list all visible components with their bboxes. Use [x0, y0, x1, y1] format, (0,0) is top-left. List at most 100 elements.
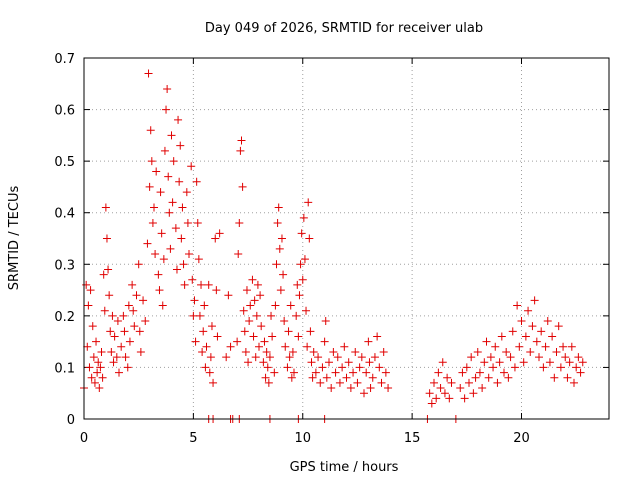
data-point [491, 342, 500, 351]
data-point [245, 317, 254, 326]
data-point [554, 322, 563, 331]
data-point [497, 332, 506, 341]
data-point [285, 353, 294, 362]
data-point [139, 296, 148, 305]
data-point [458, 368, 467, 377]
data-point [244, 358, 253, 367]
data-point [150, 203, 158, 212]
data-point [190, 296, 199, 305]
data-point [434, 368, 443, 377]
data-point [438, 358, 447, 367]
x-tick-label: 0 [80, 431, 88, 446]
data-point [105, 291, 114, 300]
data-point [513, 301, 522, 310]
data-point [469, 389, 478, 398]
data-point [106, 327, 115, 336]
data-point [259, 358, 268, 367]
data-point [524, 306, 533, 315]
data-point [543, 317, 552, 326]
data-point [147, 157, 156, 166]
data-point [292, 311, 301, 320]
data-point [381, 368, 390, 377]
data-point [340, 342, 349, 351]
data-point [130, 322, 139, 331]
data-point [123, 363, 132, 372]
y-tick-label: 0 [67, 413, 75, 428]
data-point [174, 115, 183, 124]
data-point [169, 157, 178, 166]
data-point [94, 358, 103, 367]
y-axis-label: SRMTID / TECUs [7, 186, 22, 291]
data-point [187, 162, 196, 171]
data-point [338, 363, 347, 372]
data-point [145, 182, 154, 191]
data-point [273, 219, 282, 228]
data-point [342, 373, 351, 382]
data-point [251, 353, 260, 362]
data-point [121, 353, 130, 362]
data-point [541, 342, 550, 351]
data-point [473, 347, 482, 356]
data-point [515, 342, 524, 351]
data-point [113, 317, 122, 326]
data-point [296, 260, 305, 269]
data-point [82, 280, 91, 289]
data-point [329, 347, 338, 356]
x-tick-label: 20 [513, 431, 530, 446]
data-point [272, 260, 281, 269]
data-point [287, 373, 296, 382]
data-point [370, 353, 379, 362]
data-point [308, 373, 317, 382]
data-point [552, 347, 561, 356]
data-point [530, 296, 539, 305]
data-point [263, 363, 272, 372]
data-point [467, 353, 476, 362]
data-point [268, 332, 277, 341]
data-point [322, 373, 331, 382]
data-point [195, 311, 204, 320]
data-point [559, 342, 568, 351]
data-point [288, 347, 297, 356]
data-point [248, 275, 257, 284]
y-tick-label: 0.5 [54, 155, 75, 170]
data-point [482, 337, 491, 346]
data-point [89, 353, 98, 362]
data-point [83, 342, 92, 351]
data-point [495, 358, 504, 367]
data-point [297, 229, 306, 238]
data-point [493, 378, 502, 387]
data-point [302, 306, 311, 315]
data-point [528, 322, 537, 331]
data-point [234, 249, 243, 258]
data-point [90, 378, 99, 387]
data-point [119, 311, 128, 320]
data-point [148, 219, 157, 228]
data-point [445, 394, 454, 403]
data-point [101, 203, 110, 212]
data-point [427, 399, 436, 408]
data-point [102, 234, 111, 243]
y-tick-label: 0.4 [54, 207, 75, 222]
data-point [307, 358, 316, 367]
x-tick-label: 10 [294, 431, 311, 446]
y-tick-label: 0.7 [54, 52, 75, 67]
data-point [197, 280, 206, 289]
data-point [377, 378, 386, 387]
data-point [550, 373, 559, 382]
data-point [456, 384, 465, 393]
data-point [535, 353, 543, 362]
data-point [567, 342, 576, 351]
data-point [246, 301, 255, 310]
data-point [237, 136, 246, 145]
data-point [179, 260, 188, 269]
data-point [306, 327, 315, 336]
data-point [222, 353, 231, 362]
data-point [87, 373, 96, 382]
data-point [280, 317, 289, 326]
data-point [298, 275, 307, 284]
data-point [510, 363, 519, 372]
x-tick-label: 5 [189, 431, 197, 446]
tick-labels: 0 5 10 15 20 0 0.1 0.2 0.3 0.4 0.5 0.6 0.7 [54, 52, 529, 446]
data-point [303, 342, 312, 351]
